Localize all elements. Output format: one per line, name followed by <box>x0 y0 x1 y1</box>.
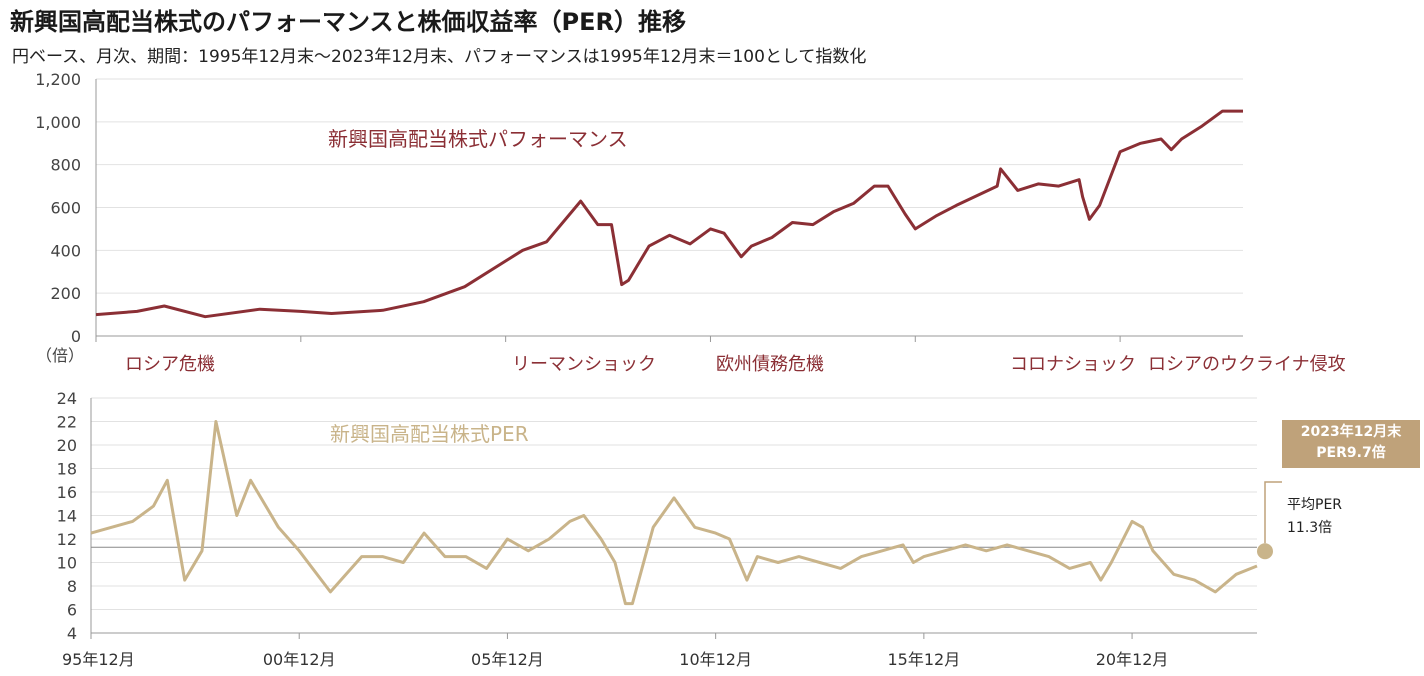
average-per-annotation: 平均PER 11.3倍 <box>1287 494 1342 540</box>
average-per-value: 11.3倍 <box>1287 520 1333 536</box>
performance-grid <box>96 78 1243 294</box>
chart-title: 新興国高配当株式のパフォーマンスと株価収益率（PER）推移 <box>10 8 686 36</box>
performance-series-line <box>95 109 1243 319</box>
latest-per-badge-value: PER9.7倍 <box>1316 445 1386 461</box>
per-x-tick-label: 00年12月 <box>263 650 336 669</box>
performance-series-label: 新興国高配当株式パフォーマンス <box>328 127 628 151</box>
average-per-label: 平均PER <box>1287 497 1343 513</box>
per-x-tick-label: 20年12月 <box>1096 650 1169 669</box>
per-y-tick-label: 10 <box>57 554 77 573</box>
per-x-tick-label: 05年12月 <box>471 650 544 669</box>
event-label-euro-debt: 欧州債務危機 <box>716 354 824 375</box>
chart-subtitle: 円ベース、月次、期間：1995年12月末～2023年12月末、パフォーマンスは1… <box>12 47 867 67</box>
performance-y-ticks: 1,200 1,000 800 600 400 200 0 <box>35 70 81 346</box>
event-label-lehman: リーマンショック <box>512 354 656 375</box>
per-x-tick-label: 15年12月 <box>887 650 960 669</box>
per-axis <box>90 398 1257 639</box>
per-y-tick-label: 16 <box>57 483 77 502</box>
per-y-tick-label: 4 <box>67 624 77 643</box>
event-labels: ロシア危機 リーマンショック 欧州債務危機 コロナショック ロシアのウクライナ侵攻 <box>125 354 1346 375</box>
per-series-line <box>90 420 1258 606</box>
performance-y-tick-label: 1,000 <box>35 113 81 132</box>
performance-y-tick-label: 600 <box>50 199 81 218</box>
per-y-tick-label: 12 <box>57 530 77 549</box>
per-x-tick-label: 10年12月 <box>679 650 752 669</box>
performance-y-tick-label: 200 <box>50 284 81 303</box>
per-series-label: 新興国高配当株式PER <box>330 422 529 446</box>
per-y-tick-label: 22 <box>57 413 77 432</box>
per-y-tick-label: 24 <box>57 389 77 408</box>
latest-per-callout-line <box>1264 481 1282 544</box>
per-y-tick-label: 14 <box>57 507 77 526</box>
event-label-russia-crisis: ロシア危機 <box>125 354 215 375</box>
per-y-tick-label: 8 <box>67 577 77 596</box>
latest-per-badge: 2023年12月末 PER9.7倍 <box>1282 420 1420 468</box>
per-grid <box>91 397 1257 610</box>
per-y-tick-label: 6 <box>67 601 77 620</box>
performance-y-tick-label: 1,200 <box>35 70 81 89</box>
per-y-tick-label: 18 <box>57 460 77 479</box>
per-y-unit-label: （倍） <box>36 346 84 365</box>
event-label-ukraine: ロシアのウクライナ侵攻 <box>1148 354 1346 375</box>
per-x-ticks: 95年12月 00年12月 05年12月 10年12月 15年12月 20年12月 <box>62 650 1168 669</box>
latest-per-badge-date: 2023年12月末 <box>1300 424 1402 440</box>
performance-y-tick-label: 800 <box>50 156 81 175</box>
event-label-corona: コロナショック <box>1010 354 1136 375</box>
average-per-marker <box>1257 543 1273 560</box>
performance-axis <box>95 79 1243 342</box>
per-y-ticks: 24 22 20 18 16 14 12 10 8 6 4 <box>57 389 77 643</box>
performance-y-tick-label: 0 <box>71 327 81 346</box>
performance-y-tick-label: 400 <box>50 241 81 260</box>
per-x-tick-label: 95年12月 <box>62 650 135 669</box>
per-y-tick-label: 20 <box>57 436 77 455</box>
